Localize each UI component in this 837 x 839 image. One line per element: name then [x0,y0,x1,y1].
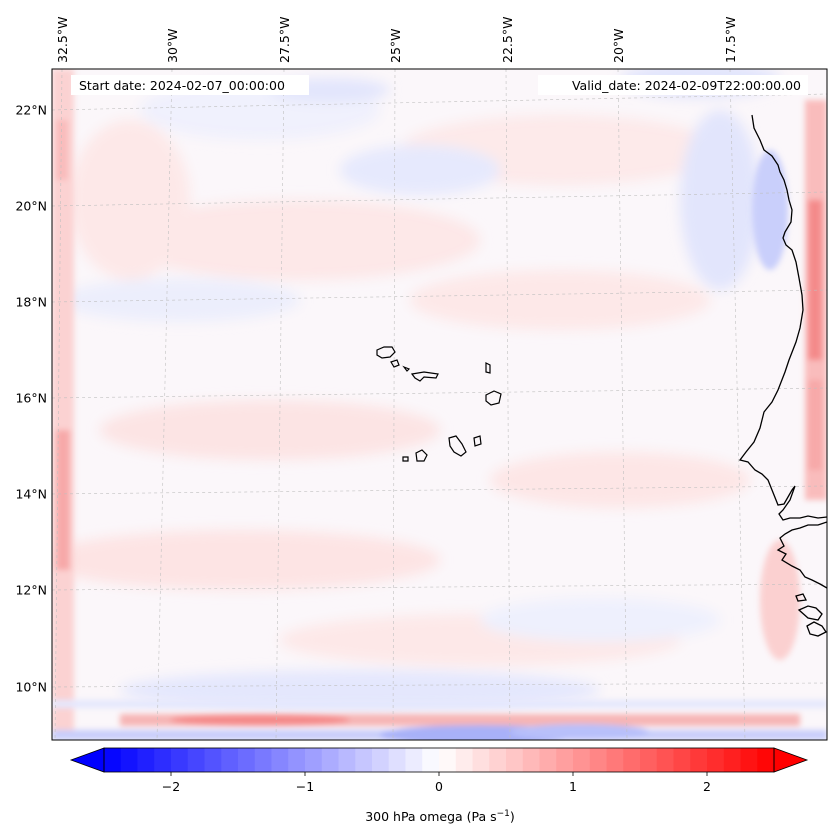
start-date-box: Start date: 2024-02-07_00:00:00 [71,75,309,95]
colorbar-swatch [338,748,356,772]
colorbar-swatch [137,748,155,772]
colorbar-swatch [472,748,490,772]
island-sal [485,362,491,374]
colorbar-swatch [723,748,742,772]
gridlines [52,69,827,740]
colorbar-swatch [254,748,273,772]
lon-label: 20°W [611,28,626,63]
lon-label: 32.5°W [55,17,70,63]
colorbar-swatch [439,748,457,772]
island-sao-vicente [390,359,400,368]
colorbar-swatch [321,748,340,772]
lat-label: 20°N [15,199,47,214]
colorbar-swatch [305,748,323,772]
colorbar-swatch [489,748,507,772]
colorbar-swatch [506,748,524,772]
colorbar-tick-label: 1 [569,779,577,794]
colorbar-swatch [623,748,641,772]
lat-label: 12°N [15,583,47,598]
island-maio [473,435,482,447]
colorbar: −2 −1 0 1 2 300 hPa omega (Pa s−1) [69,747,809,824]
colorbar-swatch [422,748,440,772]
island-fogo [415,449,428,462]
colorbar-swatch [204,748,222,772]
colorbar-swatch [556,748,574,772]
colorbar-max-extension [773,747,809,773]
colorbar-swatch [522,748,541,772]
colorbar-swatch [221,748,239,772]
lat-label: 16°N [15,391,47,406]
island-santa-luzia [402,365,411,372]
longitude-labels: 32.5°W 30°W 27.5°W 25°W 22.5°W 20°W 17.5… [55,17,738,63]
colorbar-swatch [388,748,407,772]
island-santiago [448,435,467,457]
lon-label: 27.5°W [277,17,292,63]
valid-date-label: Valid_date: 2024-02-09T22:00:00.00 [572,78,801,93]
valid-date-box: Valid_date: 2024-02-09T22:00:00.00 [538,75,808,95]
omega-field [52,69,827,740]
colorbar-tick-label: 0 [435,779,443,794]
colorbar-swatch [539,748,557,772]
cape-verde-islands [376,346,502,462]
colorbar-swatch [573,748,591,772]
lon-label: 25°W [388,28,403,63]
west-africa-coastline [738,114,827,637]
colorbar-swatch [640,748,658,772]
colorbar-swatch [690,748,708,772]
lon-label: 22.5°W [500,17,515,63]
colorbar-tick-label: −1 [296,779,314,794]
island-sao-nicolau [410,371,439,382]
map-panel: Start date: 2024-02-07_00:00:00 Valid_da… [15,17,828,741]
colorbar-swatch [104,748,122,772]
colorbar-swatch [405,748,423,772]
colorbar-swatch [589,748,608,772]
lon-label: 30°W [165,28,180,63]
colorbar-swatch [757,748,775,772]
colorbar-swatch [707,748,725,772]
lat-label: 14°N [15,487,47,502]
colorbar-swatch [288,748,306,772]
colorbar-min-extension [69,747,105,773]
colorbar-swatches [104,748,775,772]
lon-label: 17.5°W [723,17,738,63]
map-frame [51,68,828,741]
colorbar-swatch [238,748,256,772]
lat-label: 22°N [15,103,47,118]
boundary-artifacts [52,69,827,740]
colorbar-swatch [656,748,675,772]
latitude-labels: 22°N 20°N 18°N 16°N 14°N 12°N 10°N [15,103,47,695]
lat-label: 10°N [15,680,47,695]
colorbar-swatch [154,748,172,772]
colorbar-swatch [187,748,206,772]
colorbar-ticks: −2 −1 0 1 2 [162,772,711,794]
colorbar-swatch [673,748,691,772]
lat-label: 18°N [15,295,47,310]
island-brava [402,456,409,462]
colorbar-swatch [355,748,373,772]
colorbar-tick-label: 2 [703,779,711,794]
colorbar-swatch [606,748,624,772]
colorbar-label: 300 hPa omega (Pa s−1) [365,809,515,824]
island-santo-antao [376,346,396,359]
colorbar-swatch [271,748,289,772]
omega-patches [52,69,780,710]
start-date-label: Start date: 2024-02-07_00:00:00 [79,78,285,93]
colorbar-tick-label: −2 [162,779,180,794]
colorbar-swatch [455,748,474,772]
island-boa-vista [485,390,502,406]
colorbar-swatch [740,748,758,772]
colorbar-swatch [120,748,139,772]
colorbar-swatch [372,748,390,772]
colorbar-swatch [171,748,189,772]
